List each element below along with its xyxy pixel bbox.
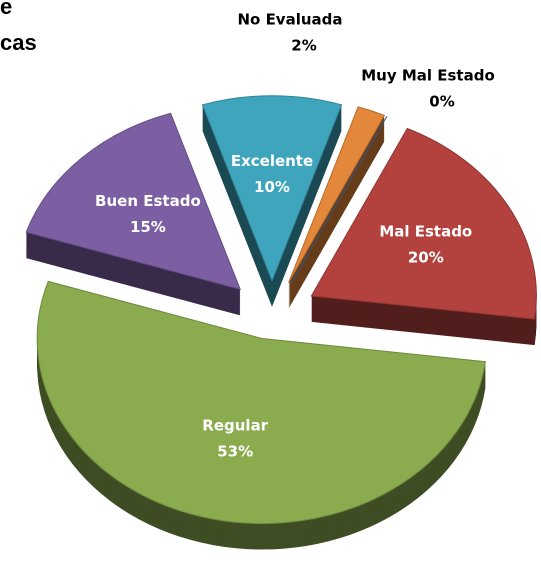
slice-value-label: 15% (130, 218, 166, 236)
slice-side-layer (291, 121, 387, 289)
slice-value-label: 2% (291, 37, 316, 55)
slice (25, 112, 242, 291)
slice-side-layer (291, 127, 387, 295)
slice-label: No Evaluada (237, 11, 342, 29)
slice-value-label: 0% (429, 93, 454, 111)
slice-label: Mal Estado (379, 223, 472, 241)
slice (36, 280, 486, 525)
slice (290, 115, 388, 284)
slice-side-layer (291, 123, 387, 291)
slice (201, 95, 343, 283)
slice-label: Muy Mal Estado (361, 67, 495, 85)
slice-side-layer (291, 120, 387, 288)
slice-value-label: 10% (254, 178, 290, 196)
slice-label: Excelente (231, 152, 313, 170)
slice-side-layer (291, 119, 387, 287)
slice-side-layer (291, 124, 387, 292)
slice-value-label: 20% (408, 249, 444, 267)
slice-side-layer (291, 122, 387, 290)
slice-value-label: 53% (217, 442, 253, 460)
slice-side-layer (291, 125, 387, 293)
slice-label: Regular (202, 416, 268, 434)
slice-label: Buen Estado (95, 192, 201, 210)
slice (288, 106, 386, 284)
chart-title: e (0, 0, 12, 19)
slice-side-layer (291, 118, 387, 286)
slice-side-layer (291, 126, 387, 294)
chart-title: cas (0, 30, 37, 55)
slice (310, 127, 537, 320)
